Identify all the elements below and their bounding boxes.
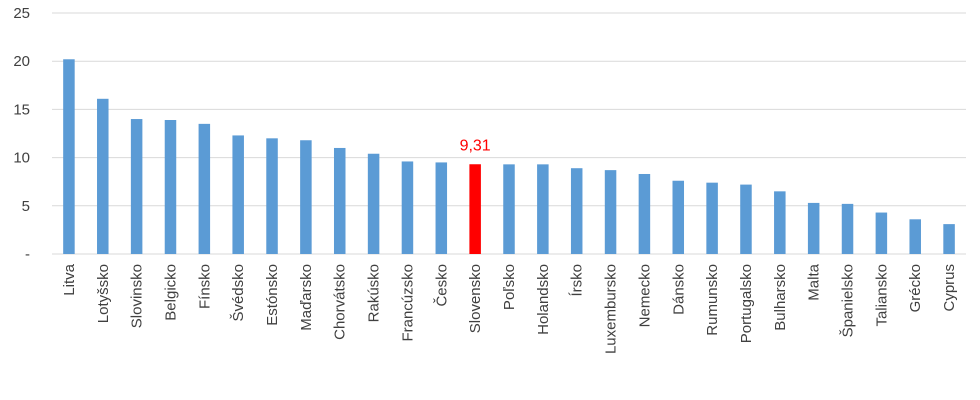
bar bbox=[232, 135, 244, 254]
bar bbox=[537, 164, 549, 254]
bar bbox=[841, 203, 854, 254]
bars bbox=[63, 59, 955, 255]
data-label: 9,31 bbox=[460, 137, 491, 154]
x-tick-label: Taliansko bbox=[873, 264, 890, 327]
bar bbox=[198, 123, 211, 254]
x-tick-label: Chorvátsko bbox=[332, 264, 349, 340]
bar bbox=[943, 224, 955, 254]
bar bbox=[740, 184, 752, 254]
bar bbox=[435, 162, 448, 254]
x-tick-label: Slovinsko bbox=[129, 264, 146, 328]
bar bbox=[300, 140, 312, 254]
bar bbox=[875, 212, 888, 254]
y-tick-label: 25 bbox=[13, 5, 30, 22]
x-tick-label: Estónsko bbox=[264, 264, 281, 326]
y-tick-label: 20 bbox=[13, 53, 30, 70]
x-tick-label: Malta bbox=[806, 263, 823, 300]
x-tick-label: Rumunsko bbox=[704, 264, 721, 336]
y-tick-label: 15 bbox=[13, 101, 30, 118]
bar bbox=[774, 191, 786, 254]
x-tick-label: Maďarsko bbox=[298, 264, 315, 331]
x-tick-label: Írsko bbox=[569, 264, 586, 297]
bar bbox=[63, 59, 75, 254]
x-tick-label: Česko bbox=[433, 264, 450, 307]
bar bbox=[638, 173, 651, 254]
bar bbox=[367, 153, 380, 254]
x-tick-label: Francúzsko bbox=[399, 264, 416, 342]
y-axis-ticks: - 5 10 15 20 25 bbox=[13, 5, 30, 263]
bar bbox=[706, 182, 718, 254]
x-tick-label: Bulharsko bbox=[772, 264, 789, 331]
bar bbox=[570, 168, 583, 254]
data-labels: 9,31 bbox=[460, 137, 491, 154]
bar bbox=[164, 120, 177, 254]
bar bbox=[130, 119, 143, 254]
bar bbox=[97, 98, 109, 255]
bar bbox=[503, 164, 515, 254]
x-tick-label: Belgicko bbox=[162, 264, 179, 321]
y-tick-label: - bbox=[25, 246, 30, 263]
x-tick-label: Rakúsko bbox=[366, 264, 383, 322]
x-tick-label: Luxembursko bbox=[603, 264, 620, 354]
x-tick-label: Švédsko bbox=[230, 264, 247, 322]
bar bbox=[469, 164, 481, 254]
x-tick-label: Lotyšsko bbox=[95, 264, 112, 323]
y-tick-label: 5 bbox=[22, 198, 30, 215]
x-tick-label: Fínsko bbox=[196, 264, 213, 309]
bar bbox=[807, 202, 820, 254]
bar bbox=[266, 138, 278, 254]
x-tick-label: Poľsko bbox=[501, 264, 518, 310]
bar bbox=[672, 180, 685, 254]
x-tick-label: Holandsko bbox=[535, 264, 552, 335]
x-tick-label: Cyprus bbox=[941, 264, 958, 312]
bar bbox=[909, 219, 921, 254]
bar bbox=[604, 170, 617, 254]
x-tick-label: Grécko bbox=[907, 264, 924, 312]
bar bbox=[333, 147, 346, 254]
x-tick-label: Litva bbox=[61, 263, 78, 295]
bar bbox=[401, 161, 414, 254]
x-tick-label: Nemecko bbox=[636, 264, 653, 327]
x-tick-label: Španielsko bbox=[840, 264, 857, 337]
x-axis-labels: Litva Lotyšsko Slovinsko Belgicko Fínsko Švéd… bbox=[61, 263, 958, 354]
x-tick-label: Slovensko bbox=[467, 264, 484, 333]
x-tick-label: Portugalsko bbox=[738, 264, 755, 343]
x-tick-label: Dánsko bbox=[670, 264, 687, 315]
y-tick-label: 10 bbox=[13, 150, 30, 167]
